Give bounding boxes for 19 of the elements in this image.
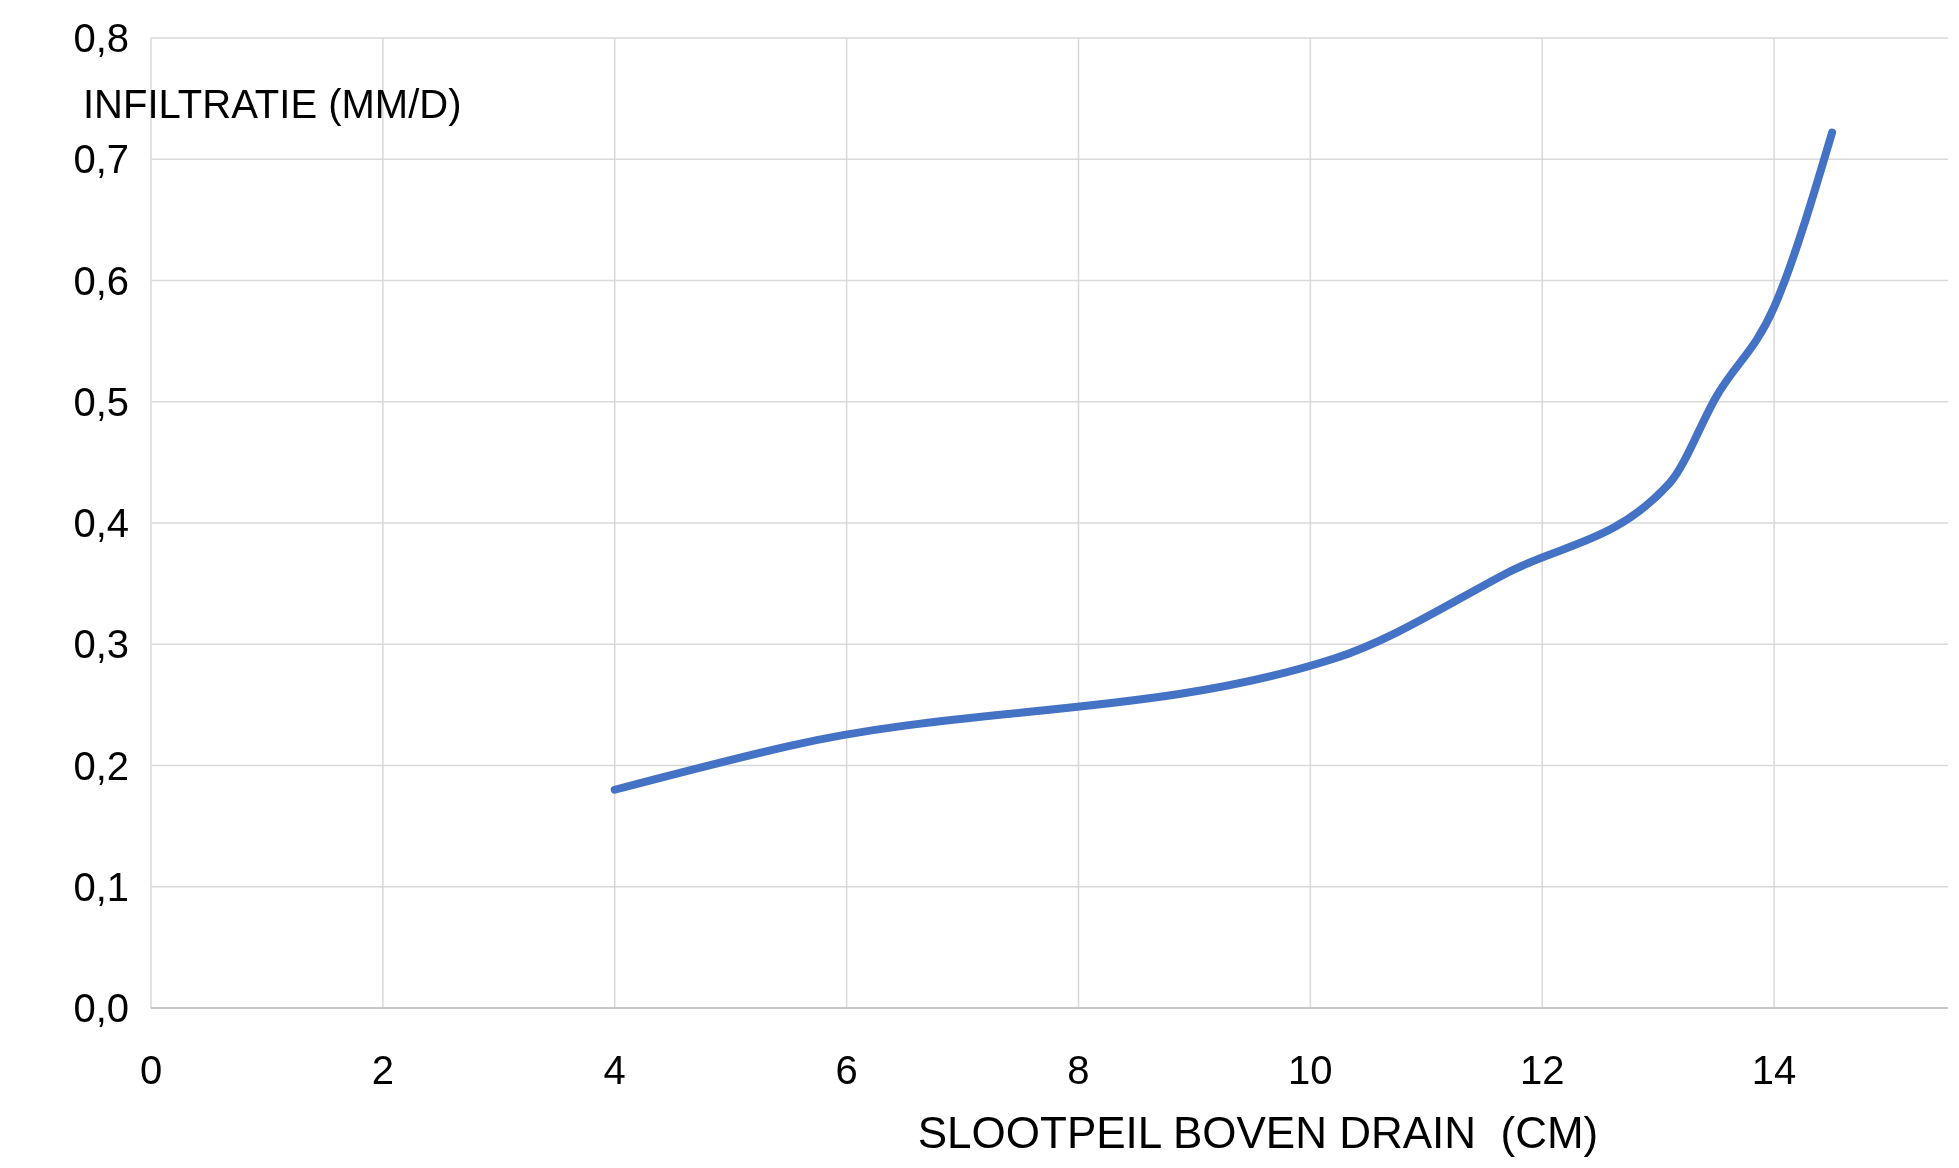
y-tick-label: 0,3 xyxy=(73,622,129,667)
x-tick-label: 8 xyxy=(1067,1048,1090,1092)
x-tick-label: 12 xyxy=(1519,1048,1565,1092)
y-tick-label: 0,1 xyxy=(73,864,129,909)
x-tick-label: 14 xyxy=(1751,1048,1797,1092)
y-tick-label: 0,7 xyxy=(73,137,129,182)
y-axis-title: INFILTRATIE (MM/D) xyxy=(83,82,462,126)
x-tick-label: 2 xyxy=(371,1048,394,1092)
y-tick-label: 0,0 xyxy=(73,986,129,1030)
y-tick-label: 0,8 xyxy=(73,16,129,60)
y-tick-label: 0,6 xyxy=(73,258,129,303)
y-tick-label: 0,4 xyxy=(73,501,129,545)
x-tick-label: 4 xyxy=(603,1048,626,1092)
x-axis-title: SLOOTPEIL BOVEN DRAIN (CM) xyxy=(917,1108,1599,1157)
x-tick-label: 0 xyxy=(139,1048,163,1092)
y-tick-label: 0,2 xyxy=(73,743,129,788)
x-tick-label: 6 xyxy=(835,1048,858,1092)
y-tick-label: 0,5 xyxy=(73,379,129,424)
x-tick-label: 10 xyxy=(1288,1048,1333,1092)
